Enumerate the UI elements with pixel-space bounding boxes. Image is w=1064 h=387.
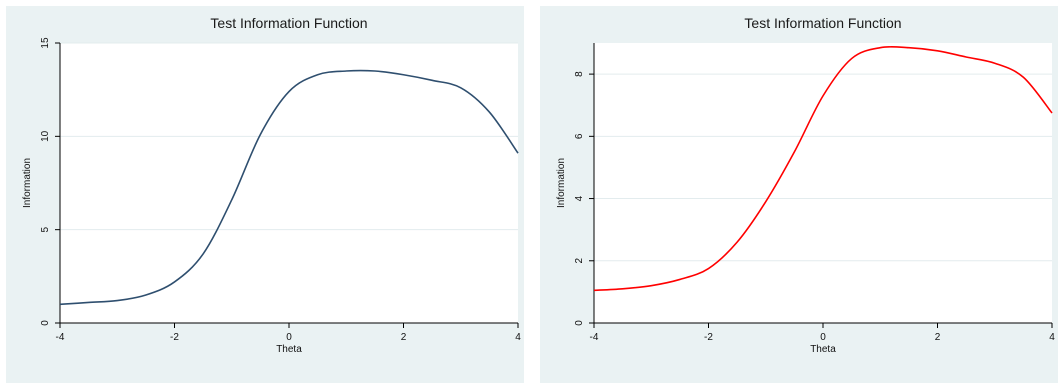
y-axis-label: Information xyxy=(22,158,33,208)
y-tick-label: 4 xyxy=(574,195,585,201)
y-tick-label: 15 xyxy=(40,37,51,49)
y-tick-label: 0 xyxy=(40,320,51,326)
x-tick-label: -2 xyxy=(170,332,179,343)
y-tick-label: 10 xyxy=(40,130,51,142)
y-tick-label: 5 xyxy=(40,226,51,232)
x-axis-label: Theta xyxy=(810,344,836,355)
chart-panel-right: Test Information Function 0 2 4 6 8 -4 -2 0 2 4 The… xyxy=(540,6,1058,383)
series-line xyxy=(59,69,519,306)
x-tick-label: -4 xyxy=(590,332,599,343)
chart-title: Test Information Function xyxy=(210,15,367,31)
x-axis-label: Theta xyxy=(276,344,302,355)
x-tick-label: 4 xyxy=(515,332,521,343)
y-tick-label: 6 xyxy=(574,133,585,139)
x-tick-label: 0 xyxy=(286,332,292,343)
y-axis-label: Information xyxy=(556,158,567,208)
y-tick-label: 8 xyxy=(574,71,585,77)
chart-panel-left: Test Information Function 0 5 10 15 -4 -2 0 2 4 Th… xyxy=(6,6,524,383)
x-tick-label: 2 xyxy=(935,332,941,343)
series-line xyxy=(593,45,1053,292)
plot-area xyxy=(60,43,518,323)
x-tick-label: 0 xyxy=(820,332,826,343)
chart-right: Test Information Function 0 2 4 6 8 -4 -2 0 2 4 The… xyxy=(556,15,1055,355)
x-tick-label: -2 xyxy=(704,332,713,343)
chart-left: Test Information Function 0 5 10 15 -4 -2 0 2 4 Th… xyxy=(22,15,521,355)
x-tick-label: 4 xyxy=(1049,332,1055,343)
y-tick-label: 2 xyxy=(574,258,585,264)
x-tick-label: -4 xyxy=(56,332,65,343)
y-tick-label: 0 xyxy=(574,320,585,326)
plot-area xyxy=(594,43,1052,323)
x-tick-label: 2 xyxy=(401,332,407,343)
chart-title: Test Information Function xyxy=(744,15,901,31)
